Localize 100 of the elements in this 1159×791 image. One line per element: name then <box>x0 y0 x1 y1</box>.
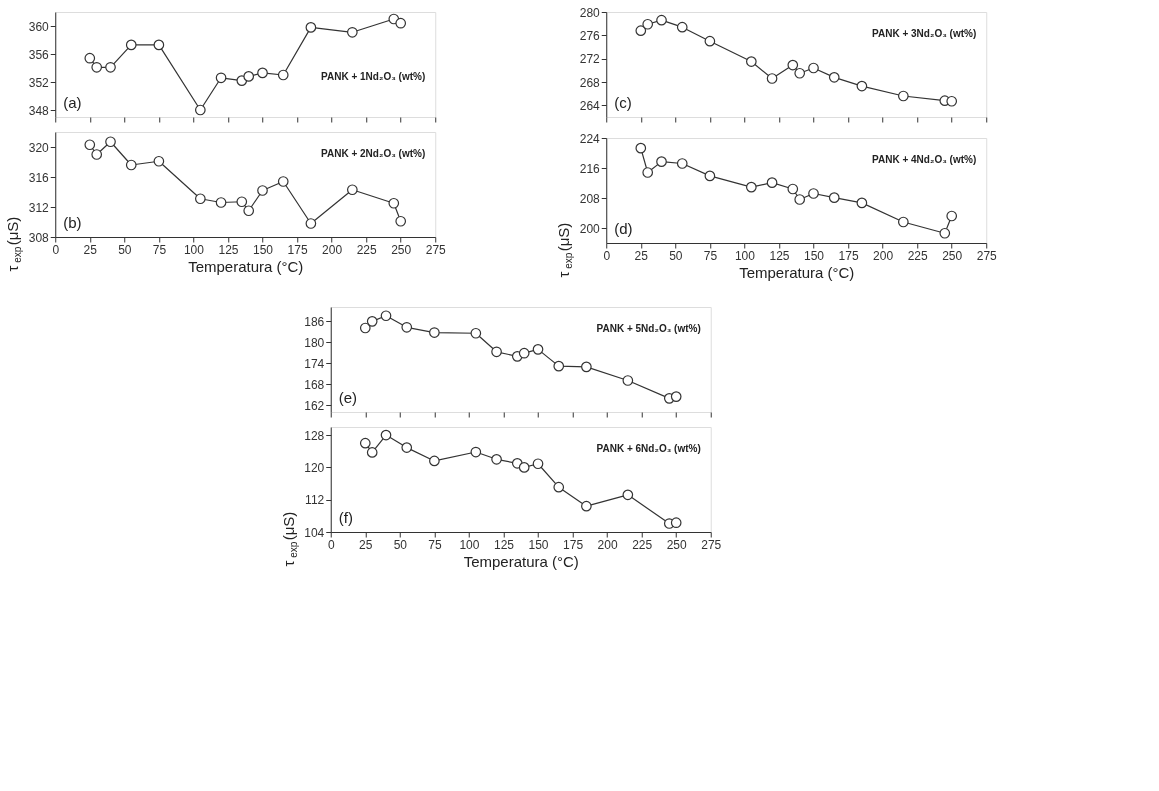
point <box>581 361 592 373</box>
x-tick-label: 0 <box>52 242 60 257</box>
point <box>105 136 116 148</box>
point <box>470 446 482 458</box>
point <box>388 197 400 209</box>
point <box>395 17 407 29</box>
point <box>787 183 799 195</box>
point <box>277 176 289 187</box>
point <box>518 462 530 473</box>
y-tick-label: 272 <box>579 52 601 67</box>
point <box>305 218 317 229</box>
annotation: (b) <box>63 214 82 231</box>
point <box>808 188 819 199</box>
y-tick-label: 104 <box>304 525 325 540</box>
y-tick-label: 168 <box>304 377 325 392</box>
y-tick-label: 224 <box>579 131 601 146</box>
y-tick-label: 200 <box>579 221 601 236</box>
point <box>642 167 654 178</box>
point <box>380 429 392 441</box>
point <box>125 159 137 171</box>
point <box>532 344 544 355</box>
point <box>91 149 103 160</box>
x-tick-label: 250 <box>391 242 412 257</box>
x-tick-label: 125 <box>218 242 239 257</box>
point <box>766 73 778 84</box>
y-tick-label: 208 <box>579 191 601 206</box>
y-tick-label: 186 <box>304 314 325 329</box>
point <box>257 67 268 79</box>
point <box>236 196 248 208</box>
y-tick-label: 174 <box>304 356 325 371</box>
point <box>380 310 392 322</box>
x-tick-label: 75 <box>428 537 442 552</box>
x-tick-label: 100 <box>183 242 205 257</box>
annotation: PANK + 4Nd₂O₃ (wt%) <box>872 154 977 165</box>
x-tick-label: 100 <box>734 248 756 263</box>
point <box>257 185 268 196</box>
point <box>856 197 868 209</box>
annotation: PANK + 2Nd₂O₃ (wt%) <box>321 148 426 159</box>
x-tick-label: 50 <box>669 248 683 263</box>
annotation: (a) <box>63 94 82 111</box>
point <box>581 500 592 512</box>
x-tick-label: 0 <box>327 537 335 552</box>
point <box>153 155 165 167</box>
point <box>745 56 757 67</box>
point <box>491 453 502 465</box>
x-tick-label: 50 <box>393 537 408 552</box>
y-tick-label: 316 <box>28 170 50 185</box>
annotation: (c) <box>614 94 632 111</box>
point <box>670 517 682 529</box>
x-tick-label: 225 <box>356 242 377 257</box>
point <box>105 61 116 73</box>
point <box>84 52 96 64</box>
x-tick-label: 125 <box>493 537 515 552</box>
point <box>153 39 165 51</box>
point <box>787 59 799 71</box>
y-tick-label: 180 <box>304 335 325 350</box>
point <box>622 375 634 386</box>
y-tick-label: 268 <box>579 75 601 90</box>
point <box>656 156 667 167</box>
y-axis-title: τexp(μS) <box>4 216 24 272</box>
x-tick-label: 75 <box>703 248 718 263</box>
y-tick-label: 280 <box>579 5 601 20</box>
annotation: PANK + 1Nd₂O₃ (wt%) <box>321 71 426 82</box>
y-tick-label: 352 <box>28 75 50 90</box>
point <box>91 61 103 73</box>
y-tick-label: 264 <box>579 98 601 113</box>
point <box>277 69 289 81</box>
point <box>215 197 227 208</box>
annotation: (e) <box>338 389 358 406</box>
y-tick-label: 162 <box>304 398 325 413</box>
point <box>946 95 958 107</box>
x-tick-label: 150 <box>253 242 274 257</box>
point <box>84 139 96 151</box>
x-tick-label: 50 <box>118 242 132 257</box>
point <box>704 35 716 47</box>
x-tick-label: 25 <box>359 537 373 552</box>
point <box>553 481 565 493</box>
point <box>553 360 565 372</box>
x-tick-label: 225 <box>632 537 653 552</box>
x-tick-label: 200 <box>597 537 618 552</box>
point <box>401 442 413 453</box>
point <box>856 80 868 92</box>
point <box>897 90 909 102</box>
x-tick-label: 275 <box>425 242 447 257</box>
point <box>939 227 951 239</box>
x-tick-label: 275 <box>976 248 998 263</box>
point <box>808 62 819 74</box>
point <box>401 321 413 333</box>
point <box>704 170 716 182</box>
point <box>635 25 647 36</box>
y-tick-label: 276 <box>579 28 601 43</box>
x-tick-label: 0 <box>603 248 611 263</box>
x-tick-label: 200 <box>873 248 894 263</box>
point <box>346 26 358 38</box>
point <box>897 216 909 228</box>
x-tick-label: 25 <box>634 248 649 263</box>
y-tick-label: 360 <box>28 19 50 34</box>
point <box>828 192 840 203</box>
x-tick-label: 75 <box>152 242 167 257</box>
x-tick-label: 125 <box>769 248 790 263</box>
